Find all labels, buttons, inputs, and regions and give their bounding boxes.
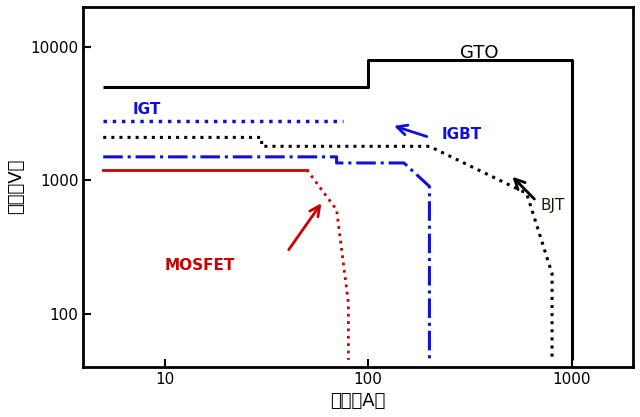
Text: MOSFET: MOSFET bbox=[164, 258, 235, 273]
X-axis label: 电流（A）: 电流（A） bbox=[331, 392, 386, 410]
Text: IGBT: IGBT bbox=[442, 127, 482, 142]
Text: IGT: IGT bbox=[133, 102, 161, 117]
Text: BJT: BJT bbox=[540, 198, 564, 213]
Text: GTO: GTO bbox=[460, 44, 498, 62]
Y-axis label: 耐压（V）: 耐压（V） bbox=[7, 159, 25, 214]
